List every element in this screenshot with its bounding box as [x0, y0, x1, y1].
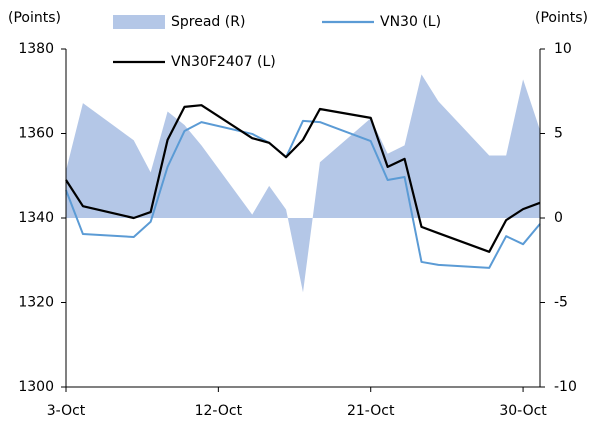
legend-label: VN30F2407 (L) — [171, 54, 276, 70]
spread-area — [66, 74, 540, 293]
y-axis-label: (Points) — [8, 10, 61, 26]
legend-label: Spread (R) — [171, 14, 245, 30]
y2-axis-label: (Points) — [535, 10, 588, 26]
y-tick-label: 1340 — [18, 210, 54, 226]
y2-tick-label: 10 — [554, 41, 572, 57]
x-tick-label: 30-Oct — [499, 403, 547, 419]
y2-tick-label: -5 — [554, 295, 568, 311]
y-tick-label: 1300 — [18, 379, 54, 395]
series-line — [65, 119, 541, 269]
y-tick-label: 1380 — [18, 41, 54, 57]
x-tick-label: 12-Oct — [195, 403, 243, 419]
y2-tick-label: -10 — [554, 379, 577, 395]
x-tick-label: 3-Oct — [47, 403, 86, 419]
y-tick-label: 1360 — [18, 126, 54, 142]
y2-tick-label: 0 — [554, 210, 563, 226]
y-tick-label: 1320 — [18, 295, 54, 311]
x-tick-label: 21-Oct — [347, 403, 395, 419]
legend-label: VN30 (L) — [380, 14, 441, 30]
y2-tick-label: 5 — [554, 126, 563, 142]
series-line — [65, 104, 541, 253]
legend-swatch — [113, 15, 165, 29]
